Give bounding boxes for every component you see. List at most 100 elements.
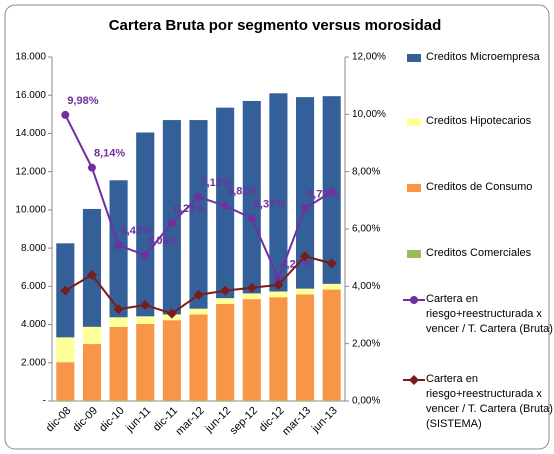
legend-marker xyxy=(410,296,418,304)
line-marker xyxy=(166,308,177,319)
legend-swatch xyxy=(407,118,421,126)
y2-tick-label: 0,00% xyxy=(352,396,380,407)
bar-segment xyxy=(82,208,102,327)
bar-segment xyxy=(269,297,288,401)
line-marker xyxy=(300,251,311,262)
y-tick-label: 4.000 xyxy=(21,319,46,330)
line-marker xyxy=(140,299,151,310)
line-marker xyxy=(61,110,70,119)
line-marker xyxy=(301,204,310,213)
y2-tick-label: 8,00% xyxy=(352,166,380,177)
data-label: 7,12% xyxy=(201,177,232,189)
bar-segment xyxy=(162,400,181,401)
y-tick-label: - xyxy=(43,396,46,407)
line-marker xyxy=(194,192,203,201)
bar-segment xyxy=(269,400,288,401)
legend-swatch xyxy=(407,184,421,192)
line-marker xyxy=(247,214,256,223)
data-label: 8,14% xyxy=(94,148,125,160)
y2-tick-label: 10,00% xyxy=(352,109,386,120)
line-marker xyxy=(193,289,204,300)
legend-label: Creditos Microempresa xyxy=(426,51,540,63)
line-marker xyxy=(273,279,284,290)
bar-segment xyxy=(242,293,261,300)
legend-label: Creditos de Consumo xyxy=(426,181,533,193)
bar-segment xyxy=(189,120,208,309)
line-marker xyxy=(221,201,230,210)
line-marker xyxy=(167,218,176,227)
y-tick-label: 18.000 xyxy=(15,52,46,63)
bar-segment xyxy=(295,294,315,401)
bar-segment xyxy=(162,320,181,401)
bar-segment xyxy=(136,316,155,324)
bar-segment xyxy=(109,326,128,401)
line-marker xyxy=(246,282,257,293)
bar-segment xyxy=(322,400,341,401)
line-marker xyxy=(326,258,337,269)
legend-swatch xyxy=(407,54,421,62)
line-marker xyxy=(327,187,336,196)
bar-segment xyxy=(56,400,75,401)
legend-label: Creditos Hipotecarios xyxy=(426,115,532,127)
bar-segment xyxy=(162,120,181,315)
bar-segment xyxy=(136,323,155,401)
line-marker xyxy=(86,269,97,280)
chart-title: Cartera Bruta por segmento versus morosi… xyxy=(109,17,442,34)
bar-segment xyxy=(189,308,208,315)
bar-segment xyxy=(216,298,235,304)
legend-label: Cartera en riesgo+reestructurada x vence… xyxy=(426,293,553,335)
y2-tick-label: 12,00% xyxy=(352,52,386,63)
line-marker xyxy=(220,285,231,296)
legend-marker xyxy=(409,375,419,385)
y-tick-label: 8.000 xyxy=(21,243,46,254)
bar-segment xyxy=(56,337,75,363)
y2-tick-label: 4,00% xyxy=(352,281,380,292)
legend-label: Cartera en riesgo+reestructurada x vence… xyxy=(426,373,553,430)
line-marker xyxy=(87,163,96,172)
bar-segment xyxy=(269,291,288,298)
bar-segment xyxy=(322,289,341,401)
line-marker xyxy=(114,241,123,250)
y2-tick-label: 2,00% xyxy=(352,338,380,349)
bar-segment xyxy=(216,400,235,401)
bar-segment xyxy=(56,362,75,401)
bar-segment xyxy=(242,100,261,294)
y-tick-label: 6.000 xyxy=(21,281,46,292)
y-tick-label: 16.000 xyxy=(15,90,46,101)
data-label: 6,21% xyxy=(174,203,205,215)
y-tick-label: 12.000 xyxy=(15,166,46,177)
bar-segment xyxy=(109,400,128,401)
bar-segment xyxy=(242,299,261,401)
line-marker xyxy=(60,285,71,296)
bar-segment xyxy=(189,400,208,401)
y2-tick-label: 6,00% xyxy=(352,224,380,235)
bar-segment xyxy=(322,283,341,290)
bar-segment xyxy=(295,288,315,295)
data-label: 6,37% xyxy=(254,198,285,210)
data-label: 5,43% xyxy=(121,225,152,237)
bar-segment xyxy=(216,303,235,401)
data-label: 9,98% xyxy=(67,95,98,107)
bar-segment xyxy=(269,93,288,292)
bar-segment xyxy=(189,314,208,401)
bar-segment xyxy=(82,344,102,401)
y-tick-label: 14.000 xyxy=(15,128,46,139)
legend-label: Creditos Comerciales xyxy=(426,247,532,259)
bar-segment xyxy=(109,317,128,327)
bar-segment xyxy=(295,97,315,289)
bar-segment xyxy=(242,400,261,401)
data-label: 5,09% xyxy=(147,235,178,247)
bar-segment xyxy=(136,400,155,401)
bar-segment xyxy=(136,132,155,317)
y-tick-label: 10.000 xyxy=(15,205,46,216)
data-label: 6,81% xyxy=(227,186,258,198)
bar-segment xyxy=(82,326,102,345)
legend-swatch xyxy=(407,250,421,258)
line-marker xyxy=(141,251,150,260)
line-marker xyxy=(274,274,283,283)
bar-segment xyxy=(82,400,102,401)
bar-segment xyxy=(295,400,315,401)
line-marker xyxy=(113,304,124,315)
